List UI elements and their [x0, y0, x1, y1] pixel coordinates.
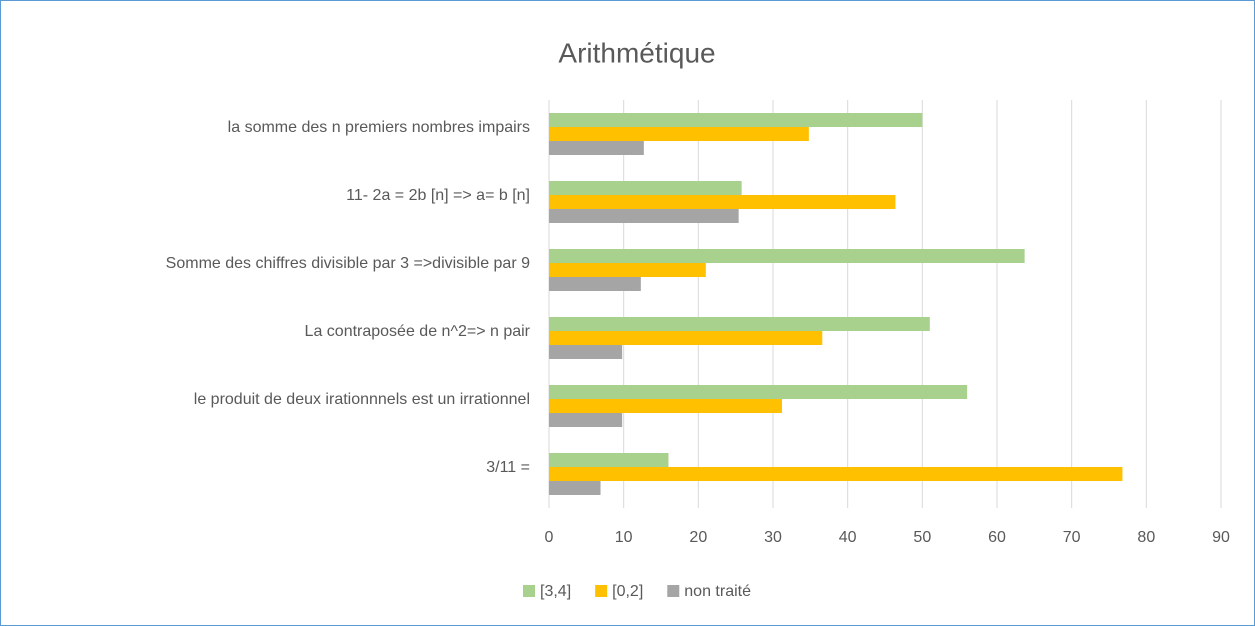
x-tick-label: 70: [1063, 529, 1081, 546]
x-tick-label: 20: [689, 529, 707, 546]
chart-title: Arithmétique: [558, 37, 715, 68]
x-tick-label: 80: [1137, 529, 1155, 546]
bar: [549, 481, 601, 495]
bar: [549, 317, 930, 331]
y-tick-label: 3/11 =: [486, 459, 530, 476]
bar: [549, 331, 823, 345]
bar: [549, 413, 623, 427]
bar: [549, 263, 706, 277]
bar: [549, 113, 923, 127]
x-tick-label: 60: [988, 529, 1006, 546]
x-tick-label: 50: [913, 529, 931, 546]
y-tick-label: la somme des n premiers nombres impairs: [228, 119, 530, 136]
bar: [549, 249, 1025, 263]
bar: [549, 453, 669, 467]
bar: [549, 141, 644, 155]
legend-label: [3,4]: [540, 583, 571, 600]
y-tick-label: le produit de deux irationnnels est un i…: [194, 391, 530, 408]
legend-label: non traité: [684, 583, 751, 600]
x-tick-label: 30: [764, 529, 782, 546]
bar: [549, 209, 739, 223]
bar: [549, 467, 1123, 481]
x-tick-label: 40: [839, 529, 857, 546]
bar: [549, 345, 623, 359]
bar: [549, 195, 896, 209]
y-tick-label: 11- 2a = 2b [n] => a= b [n]: [346, 187, 530, 204]
x-tick-label: 90: [1212, 529, 1230, 546]
legend-label: [0,2]: [612, 583, 643, 600]
legend-swatch: [595, 585, 608, 597]
bar: [549, 181, 742, 195]
bar: [549, 399, 782, 413]
bar: [549, 277, 641, 291]
y-tick-label: Somme des chiffres divisible par 3 =>div…: [166, 255, 530, 272]
bar: [549, 127, 809, 141]
bar: [549, 385, 968, 399]
y-tick-label: La contraposée de n^2=> n pair: [305, 323, 531, 340]
legend-swatch: [523, 585, 535, 597]
legend-swatch: [667, 585, 680, 597]
x-tick-label: 0: [545, 529, 554, 546]
x-tick-label: 10: [615, 529, 633, 546]
